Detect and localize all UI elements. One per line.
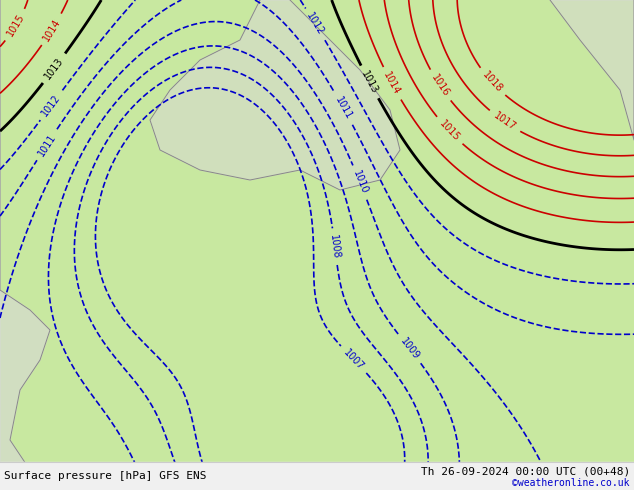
Text: 1017: 1017	[491, 111, 517, 133]
Polygon shape	[550, 0, 634, 140]
Text: 1014: 1014	[41, 17, 63, 43]
Text: 1007: 1007	[342, 347, 366, 372]
Text: 1011: 1011	[333, 96, 354, 122]
Polygon shape	[0, 462, 634, 490]
Text: 1009: 1009	[398, 336, 421, 361]
Text: 1010: 1010	[351, 169, 369, 196]
Text: 1012: 1012	[305, 11, 326, 37]
Text: ©weatheronline.co.uk: ©weatheronline.co.uk	[512, 478, 630, 488]
Text: 1018: 1018	[480, 70, 504, 95]
Text: 1013: 1013	[359, 69, 380, 95]
Text: Surface pressure [hPa] GFS ENS: Surface pressure [hPa] GFS ENS	[4, 471, 207, 481]
Text: 1008: 1008	[328, 234, 342, 259]
Text: 1016: 1016	[429, 73, 451, 98]
Text: 1013: 1013	[42, 55, 65, 81]
Text: 1014: 1014	[382, 71, 402, 97]
Text: 1015: 1015	[437, 119, 462, 143]
Text: 1011: 1011	[36, 132, 58, 158]
Polygon shape	[150, 0, 400, 190]
Text: 1015: 1015	[5, 12, 27, 38]
Text: Th 26-09-2024 00:00 UTC (00+48): Th 26-09-2024 00:00 UTC (00+48)	[421, 466, 630, 476]
Text: 1012: 1012	[40, 93, 63, 118]
Polygon shape	[0, 0, 80, 490]
